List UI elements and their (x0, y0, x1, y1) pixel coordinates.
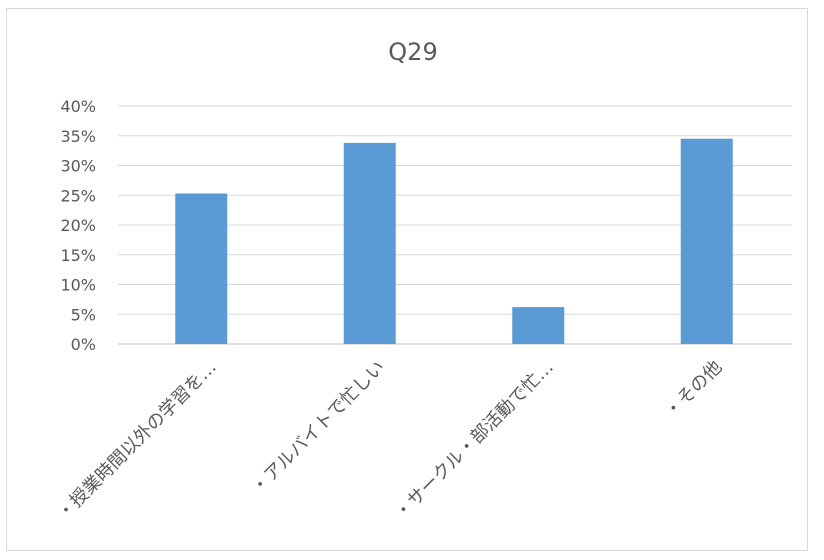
x-tick-label: ・アルバイトで忙しい (247, 357, 389, 499)
bars (175, 138, 733, 344)
y-tick-label: 40% (60, 97, 96, 116)
y-tick-label: 25% (60, 186, 96, 205)
bar (512, 307, 565, 344)
y-tick-label: 15% (60, 246, 96, 265)
chart-frame (6, 8, 808, 551)
y-tick-label: 35% (60, 127, 96, 146)
x-tick-label: ・その他 (661, 357, 727, 423)
y-tick-label: 20% (60, 216, 96, 235)
y-tick-label: 10% (60, 276, 96, 295)
x-axis-ticks: ・授業時間以外の学習を… ・アルバイトで忙しい ・サークル・部活動で忙… ・その他 (53, 357, 726, 525)
y-tick-label: 0% (71, 335, 96, 354)
bar (343, 142, 396, 344)
y-tick-label: 5% (71, 305, 96, 324)
y-axis-ticks: 0% 5% 10% 15% 20% 25% 30% 35% 40% (60, 97, 96, 354)
gridlines (118, 105, 792, 345)
y-tick-label: 30% (60, 157, 96, 176)
bar (175, 193, 228, 344)
bar (680, 138, 733, 344)
x-tick-label: ・授業時間以外の学習を… (53, 357, 221, 525)
chart-title: Q29 (388, 38, 437, 66)
x-tick-label: ・サークル・部活動で忙… (391, 357, 558, 524)
